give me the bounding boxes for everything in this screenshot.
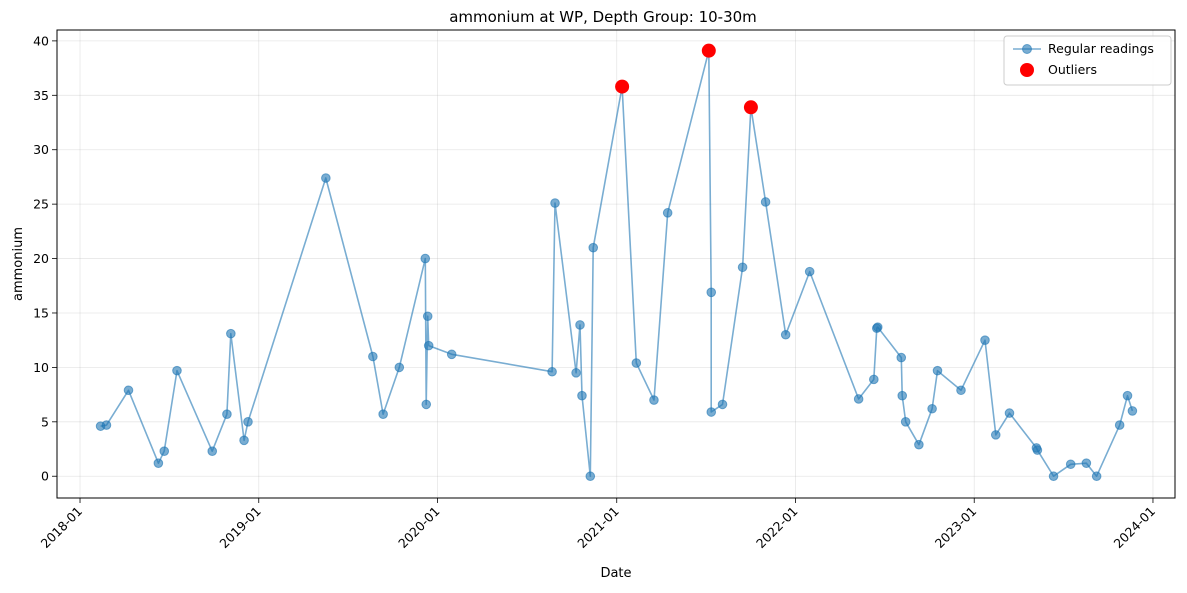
regular-reading-point: [737, 262, 748, 273]
regular-reading-point: [1091, 471, 1102, 482]
regular-reading-point: [706, 287, 717, 298]
y-tick-label: 35: [33, 88, 49, 103]
regular-reading-point: [243, 417, 253, 427]
regular-reading-point: [872, 322, 883, 332]
y-tick-label: 10: [33, 360, 49, 375]
x-tick-label: 2018-01: [38, 504, 86, 552]
y-tick-label: 25: [33, 197, 49, 212]
regular-reading-point: [368, 351, 378, 362]
regular-reading-point: [571, 368, 581, 378]
regular-reading-point: [649, 395, 659, 405]
regular-reading-point: [101, 420, 112, 430]
x-tick-label: 2021-01: [574, 504, 622, 552]
y-tick-label: 5: [41, 414, 49, 429]
regular-reading-point: [717, 399, 728, 410]
x-tick-label: 2022-01: [753, 504, 801, 552]
x-tick-label: 2023-01: [932, 504, 980, 552]
regular-reading-point: [1065, 459, 1076, 470]
x-axis-ticks: 2018-01 2019-01 2020-01 2021-01 2022-01 2023-…: [38, 498, 1158, 551]
regular-reading-point: [421, 399, 432, 410]
regular-reading-point: [394, 362, 405, 373]
regular-reading-point: [1032, 445, 1043, 455]
regular-reading-point: [1114, 420, 1125, 430]
outlier-point: [615, 79, 630, 94]
regular-reading-point: [446, 349, 457, 360]
regular-reading-point: [900, 417, 911, 427]
y-axis-label: ammonium: [11, 227, 26, 301]
legend-frame: [1003, 35, 1172, 86]
regular-reading-point: [222, 409, 232, 419]
regular-reading-point: [956, 385, 966, 396]
regular-reading-point: [896, 352, 907, 363]
regular-reading-point: [932, 365, 943, 376]
x-tick-label: 2024-01: [1111, 504, 1159, 552]
regular-reading-point: [585, 471, 596, 482]
regular-reading-point: [1048, 471, 1059, 482]
regular-reading-point: [662, 208, 673, 218]
regular-reading-point: [547, 366, 557, 377]
regular-reading-point: [631, 358, 642, 368]
regular-reading-point: [1127, 406, 1138, 416]
regular-reading-point: [804, 266, 815, 277]
regular-reading-point: [760, 197, 771, 207]
y-tick-label: 0: [41, 469, 49, 484]
regular-reading-point: [588, 242, 599, 253]
grid-lines: [57, 30, 1175, 498]
legend-outlier-marker: [1020, 63, 1034, 77]
x-axis-label: Date: [600, 566, 631, 581]
regular-reading-point: [420, 253, 431, 264]
regular-reading-point: [980, 335, 990, 345]
regular-reading-point: [123, 385, 134, 396]
regular-reading-point: [869, 374, 879, 385]
regular-reading-point: [577, 390, 587, 401]
legend-outlier-label: Outliers: [1048, 62, 1097, 77]
plot-area: [56, 29, 1176, 499]
y-tick-label: 40: [33, 33, 49, 48]
regular-reading-point: [927, 403, 937, 414]
regular-reading-point: [422, 311, 433, 322]
regular-reading-point: [706, 407, 717, 417]
regular-reading-point: [226, 328, 236, 339]
regular-reading-point: [153, 458, 164, 468]
regular-reading-point: [321, 173, 331, 183]
outlier-point: [743, 100, 758, 115]
regular-reading-point: [239, 435, 249, 446]
regular-reading-point: [990, 430, 1001, 440]
legend: Regular readings Outliers: [1003, 35, 1172, 86]
legend-regular-label: Regular readings: [1048, 41, 1154, 56]
regular-reading-point: [1081, 458, 1092, 468]
outlier-point: [701, 43, 716, 58]
regular-reading-point: [1122, 390, 1133, 401]
regular-reading-point: [1004, 408, 1015, 418]
regular-reading-point: [378, 409, 388, 419]
regular-reading-point: [207, 446, 218, 457]
chart-title: ammonium at WP, Depth Group: 10-30m: [449, 8, 757, 26]
legend-regular-marker: [1022, 44, 1032, 54]
regular-reading-point: [780, 329, 791, 340]
series-layer: [95, 43, 1138, 482]
regular-reading-point: [423, 340, 434, 351]
regular-reading-point: [897, 390, 908, 401]
regular-reading-point: [914, 439, 924, 450]
regular-reading-point: [159, 446, 170, 457]
regular-reading-point: [550, 198, 560, 208]
y-tick-label: 15: [33, 305, 49, 320]
y-tick-label: 20: [33, 251, 49, 266]
regular-reading-point: [172, 365, 182, 376]
regular-reading-point: [853, 394, 864, 404]
y-tick-label: 30: [33, 142, 49, 157]
x-tick-label: 2020-01: [395, 504, 443, 552]
regular-reading-point: [575, 320, 585, 330]
x-tick-label: 2019-01: [216, 504, 264, 552]
y-axis-ticks: 0 5 10 15 20 25 30 35 40: [33, 33, 57, 484]
